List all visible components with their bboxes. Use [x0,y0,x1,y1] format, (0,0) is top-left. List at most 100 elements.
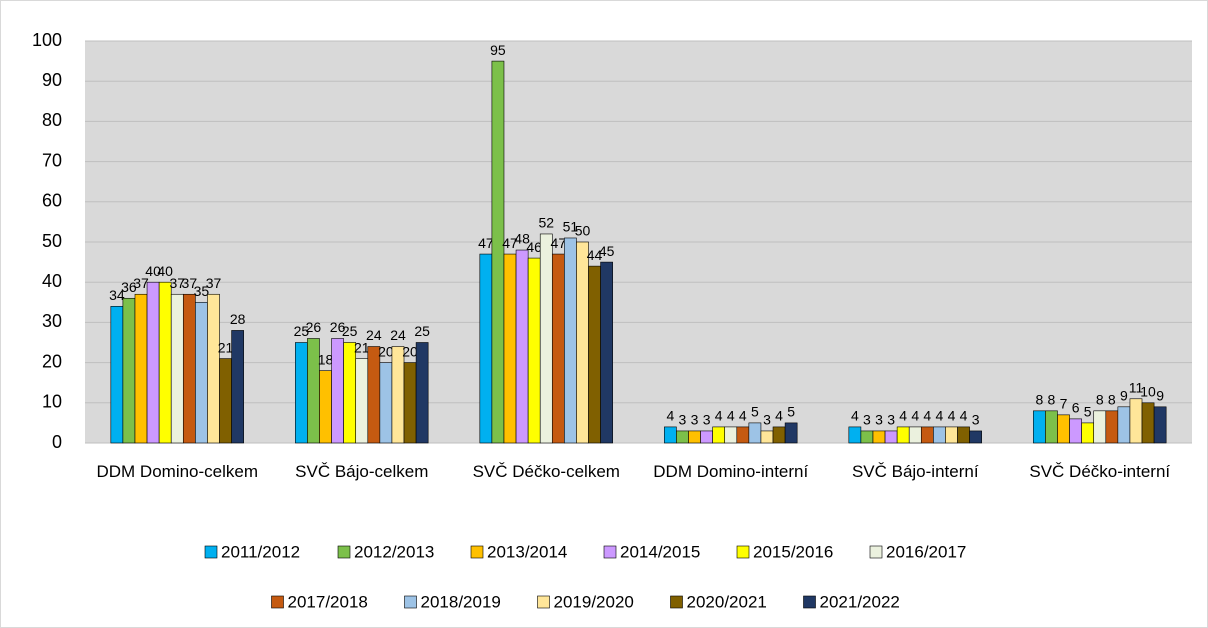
data-label: 4 [948,408,956,424]
x-tick-label: DDM Domino-celkem [96,462,259,481]
data-label: 46 [526,239,542,255]
bar [1069,418,1082,444]
data-label: 4 [727,408,735,424]
data-label: 4 [960,408,968,424]
bar [170,293,184,444]
data-label: 36 [121,279,137,295]
bar [491,60,505,444]
bar [908,426,922,444]
data-label: 37 [169,275,185,291]
legend-swatch [470,545,484,559]
bar [1105,410,1119,444]
bar [772,426,786,444]
bar [748,422,762,444]
bar [676,430,689,444]
data-label: 24 [366,327,382,343]
x-tick-label: SVČ Bájo-interní [851,462,979,481]
data-label: 50 [575,223,591,239]
bar [343,342,357,444]
data-label: 4 [923,408,931,424]
bar [207,293,220,444]
bar [600,261,613,444]
legend-label: 2016/2017 [886,542,966,561]
data-label: 8 [1108,392,1116,408]
data-label: 35 [194,283,210,299]
data-label: 3 [863,412,871,428]
bar [219,358,232,444]
data-label: 25 [414,323,430,339]
data-label: 3 [691,412,699,428]
bar [231,330,244,444]
x-tick-label: DDM Domino-interní [653,462,809,481]
legend-label: 2015/2016 [753,542,833,561]
y-tick-label: 80 [42,110,62,130]
bar [1093,410,1107,444]
data-label: 5 [787,404,795,420]
legend-swatch [803,595,816,609]
bar [379,362,393,444]
data-label: 3 [679,412,687,428]
bar [391,346,405,444]
data-label: 26 [330,319,346,335]
x-tick-label: SVČ Déčko-celkem [472,462,620,481]
bar [724,426,738,444]
bar [688,430,701,444]
data-label: 4 [936,408,944,424]
data-label: 44 [587,247,603,263]
legend-swatch [869,545,883,559]
data-label: 24 [390,327,406,343]
bar [872,430,886,444]
legend-label: 2013/2014 [487,542,567,561]
data-label: 48 [514,231,530,247]
data-label: 18 [318,351,334,367]
bar [146,281,160,444]
legend-swatch [204,545,218,559]
y-tick-label: 90 [42,70,62,90]
bar [503,253,517,444]
legend-label: 2017/2018 [288,592,368,611]
data-label: 47 [478,235,494,251]
data-label: 10 [1140,384,1156,400]
data-label: 20 [378,343,394,359]
y-tick-label: 70 [42,150,62,170]
bar [957,426,970,444]
data-label: 45 [599,243,615,259]
bar [158,281,172,444]
bar [664,426,677,444]
legend-swatch [337,545,351,559]
legend-label: 2018/2019 [421,592,501,611]
data-label: 40 [157,263,173,279]
data-label: 47 [551,235,567,251]
bar [367,346,381,444]
bar [110,306,124,444]
bar [700,430,713,444]
bar [1057,414,1070,444]
bar [319,370,332,444]
bar [896,426,910,444]
data-label: 4 [739,408,747,424]
data-label: 21 [354,339,370,355]
data-label: 11 [1129,379,1144,395]
data-label: 95 [490,42,506,58]
data-label: 9 [1120,388,1128,404]
legend-label: 2014/2015 [620,542,700,561]
legend-swatch [271,595,284,609]
data-label: 4 [666,408,674,424]
bar [588,265,601,444]
data-label: 4 [911,408,919,424]
data-label: 52 [538,215,554,231]
data-label: 5 [1084,404,1092,420]
data-label: 3 [875,412,883,428]
bar [479,253,493,444]
data-label: 3 [763,412,771,428]
data-label: 8 [1048,392,1056,408]
bar [1045,410,1058,444]
data-label: 20 [402,343,418,359]
bar [760,430,774,444]
bar [551,253,565,444]
bar [122,297,136,444]
x-tick-label: SVČ Déčko-interní [1029,462,1171,481]
data-label: 3 [703,412,711,428]
data-label: 8 [1035,392,1043,408]
